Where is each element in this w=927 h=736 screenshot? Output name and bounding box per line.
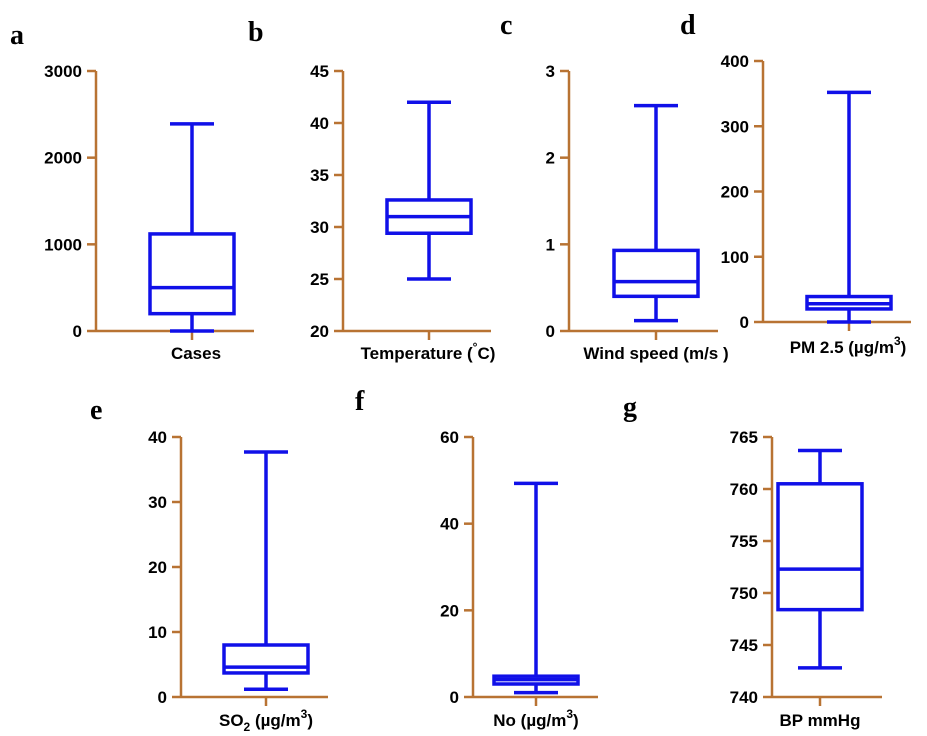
y-tick-label: 1 bbox=[546, 235, 555, 254]
y-tick-label: 40 bbox=[310, 114, 329, 133]
y-tick-label: 765 bbox=[730, 428, 758, 447]
y-tick-label: 20 bbox=[310, 322, 329, 341]
panel-c: c 0 1 2 3 Wind speed (m/s ) bbox=[500, 10, 729, 363]
iqr-box bbox=[222, 643, 310, 675]
panel-letter: c bbox=[500, 10, 512, 41]
panel-letter: a bbox=[10, 20, 24, 51]
y-tick-label: 3000 bbox=[44, 62, 82, 81]
y-tick-label: 35 bbox=[310, 166, 329, 185]
panel-a: a 0 1000 2000 3000 Cases bbox=[10, 20, 254, 363]
iqr-box bbox=[776, 482, 864, 612]
panel-letter: e bbox=[90, 395, 102, 426]
y-tick-label: 740 bbox=[730, 688, 758, 707]
y-tick-label: 25 bbox=[310, 270, 329, 289]
iqr-box bbox=[612, 248, 700, 299]
panel-letter: b bbox=[248, 17, 264, 48]
y-tick-label: 2000 bbox=[44, 149, 82, 168]
x-axis-label: Wind speed (m/s ) bbox=[583, 344, 728, 363]
y-tick-label: 10 bbox=[148, 623, 167, 642]
y-tick-label: 3 bbox=[546, 62, 555, 81]
x-axis-label: No (µg/m3) bbox=[493, 707, 578, 730]
x-axis-label: SO2 (µg/m3) bbox=[219, 707, 313, 734]
y-tick-label: 45 bbox=[310, 62, 329, 81]
y-tick-label: 0 bbox=[73, 322, 82, 341]
y-tick-label: 100 bbox=[721, 248, 749, 267]
panel-g: g 740 745 750 755 760 765 BP mmHg bbox=[623, 392, 882, 730]
y-tick-label: 0 bbox=[740, 313, 749, 332]
y-tick-label: 300 bbox=[721, 117, 749, 136]
y-tick-label: 20 bbox=[440, 601, 459, 620]
x-axis-label: PM 2.5 (µg/m3) bbox=[790, 334, 907, 357]
x-axis-label: BP mmHg bbox=[780, 711, 861, 730]
panel-letter: d bbox=[680, 10, 696, 41]
x-axis-label: Cases bbox=[171, 344, 221, 363]
y-tick-label: 750 bbox=[730, 584, 758, 603]
panel-e: e 0 10 20 30 40 SO2 (µg/m3) bbox=[90, 395, 328, 734]
y-tick-label: 745 bbox=[730, 636, 758, 655]
y-tick-label: 400 bbox=[721, 52, 749, 71]
y-tick-label: 755 bbox=[730, 532, 758, 551]
panel-letter: g bbox=[623, 392, 637, 423]
panel-b: b 20 25 30 35 40 45 Temperature (°C) bbox=[248, 17, 495, 363]
iqr-box bbox=[148, 232, 236, 316]
y-tick-label: 1000 bbox=[44, 235, 82, 254]
y-tick-label: 40 bbox=[148, 428, 167, 447]
y-tick-label: 0 bbox=[450, 688, 459, 707]
y-tick-label: 760 bbox=[730, 480, 758, 499]
y-tick-label: 2 bbox=[546, 149, 555, 168]
x-axis-label: Temperature (°C) bbox=[361, 340, 496, 363]
y-tick-label: 30 bbox=[310, 218, 329, 237]
y-tick-label: 0 bbox=[546, 322, 555, 341]
panel-d: d 0 100 200 300 400 PM 2.5 (µg/m3) bbox=[680, 10, 911, 357]
y-tick-label: 20 bbox=[148, 558, 167, 577]
y-tick-label: 60 bbox=[440, 428, 459, 447]
y-tick-label: 200 bbox=[721, 183, 749, 202]
panel-letter: f bbox=[355, 386, 365, 417]
panel-f: f 0 20 40 60 No (µg/m3) bbox=[355, 386, 598, 730]
y-tick-label: 30 bbox=[148, 493, 167, 512]
y-tick-label: 0 bbox=[158, 688, 167, 707]
y-tick-label: 40 bbox=[440, 515, 459, 534]
